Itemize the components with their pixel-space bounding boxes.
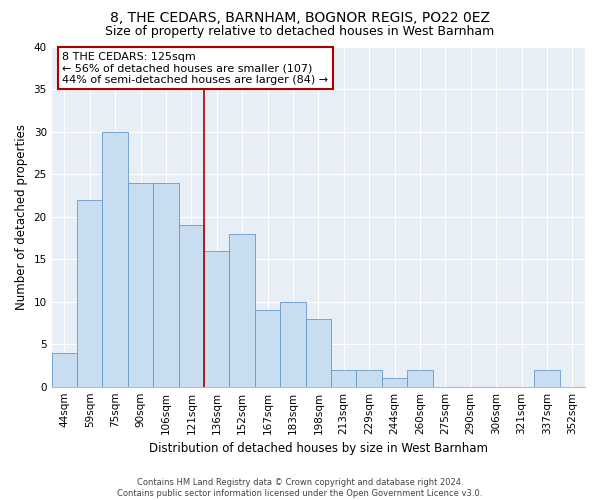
Bar	[179, 225, 204, 386]
Bar	[77, 200, 103, 386]
Bar	[52, 352, 77, 386]
Bar	[229, 234, 255, 386]
Bar	[204, 250, 229, 386]
Bar	[103, 132, 128, 386]
Bar	[534, 370, 560, 386]
X-axis label: Distribution of detached houses by size in West Barnham: Distribution of detached houses by size …	[149, 442, 488, 455]
Y-axis label: Number of detached properties: Number of detached properties	[15, 124, 28, 310]
Bar	[356, 370, 382, 386]
Bar	[382, 378, 407, 386]
Text: Contains HM Land Registry data © Crown copyright and database right 2024.
Contai: Contains HM Land Registry data © Crown c…	[118, 478, 482, 498]
Bar	[255, 310, 280, 386]
Bar	[280, 302, 305, 386]
Text: Size of property relative to detached houses in West Barnham: Size of property relative to detached ho…	[106, 25, 494, 38]
Bar	[153, 182, 179, 386]
Bar	[128, 182, 153, 386]
Text: 8 THE CEDARS: 125sqm
← 56% of detached houses are smaller (107)
44% of semi-deta: 8 THE CEDARS: 125sqm ← 56% of detached h…	[62, 52, 328, 85]
Text: 8, THE CEDARS, BARNHAM, BOGNOR REGIS, PO22 0EZ: 8, THE CEDARS, BARNHAM, BOGNOR REGIS, PO…	[110, 11, 490, 25]
Bar	[331, 370, 356, 386]
Bar	[407, 370, 433, 386]
Bar	[305, 318, 331, 386]
